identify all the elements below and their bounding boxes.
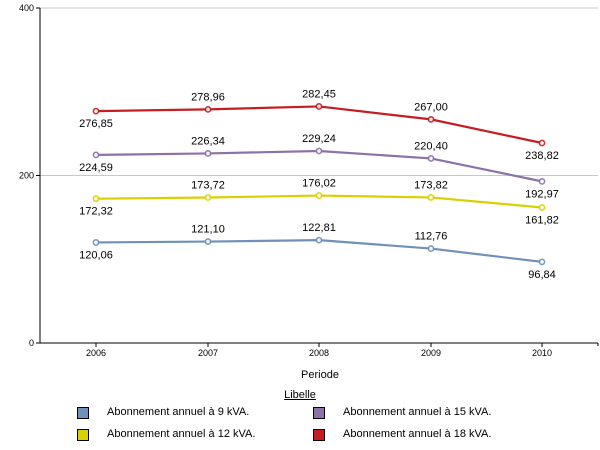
data-label-layer: 120,06 121,10 122,81 112,76 96,84 172,32 173,7…: [79, 88, 559, 280]
line-chart: 0 200 400 2006 2007 2008 2009 2010 120,06 121,10…: [19, 3, 599, 381]
data-label-s3-2010: 192,97: [525, 188, 559, 200]
legend-title: Libelle: [284, 389, 316, 401]
data-point-s2-2006: [92, 195, 100, 203]
data-label-s2-2006: 172,32: [79, 206, 113, 218]
data-point-s1-2006: [92, 239, 100, 246]
data-point-s4-2006: [92, 107, 100, 115]
data-label-s4-2006: 276,85: [79, 118, 113, 130]
data-label-s4-2008: 282,45: [302, 88, 336, 100]
y-tick-label-200: 200: [19, 171, 34, 181]
data-label-s2-2008: 176,02: [302, 178, 336, 190]
data-label-s3-2006: 224,59: [79, 162, 113, 174]
x-tick-label-2006: 2006: [86, 348, 106, 358]
data-point-s1-2010: [538, 258, 546, 266]
legend: Libelle Abonnement annuel à 9 kVA. Abonne…: [0, 385, 600, 450]
data-point-s2-2007: [204, 194, 212, 201]
data-label-s1-2010: 96,84: [528, 269, 556, 281]
data-point-s3-2007: [204, 150, 212, 157]
data-label-s1-2006: 120,06: [79, 249, 113, 261]
x-tick-label-2010: 2010: [532, 348, 552, 358]
data-label-s1-2008: 122,81: [302, 222, 336, 234]
legend-swatch-2: [77, 429, 89, 441]
data-label-s1-2007: 121,10: [191, 224, 225, 236]
data-label-s4-2007: 278,96: [191, 91, 225, 103]
data-point-s3-2010: [538, 177, 546, 185]
legend-swatch-4: [313, 429, 325, 441]
data-label-s3-2007: 226,34: [191, 135, 225, 147]
data-label-s2-2009: 173,82: [414, 179, 448, 191]
data-point-s1-2008: [315, 236, 323, 244]
axis-layer: 0 200 400 2006 2007 2008 2009 2010: [19, 3, 599, 358]
y-tick-label-400: 400: [19, 3, 34, 13]
series-layer: [92, 103, 546, 266]
legend-label-1: Abonnement annuel à 9 kVA.: [107, 406, 250, 418]
data-point-s4-2008: [315, 103, 323, 110]
legend-label-4: Abonnement annuel à 18 kVA.: [343, 428, 492, 440]
data-point-s3-2008: [315, 147, 323, 155]
data-label-s2-2010: 161,82: [525, 214, 559, 226]
data-label-s2-2007: 173,72: [191, 180, 225, 192]
y-tick-label-0: 0: [29, 338, 34, 348]
data-point-s2-2010: [538, 204, 546, 211]
data-point-s4-2007: [204, 105, 212, 113]
legend-swatch-1: [77, 407, 89, 419]
x-axis-title: Periode: [301, 369, 339, 381]
data-label-s4-2010: 238,82: [525, 150, 559, 162]
x-tick-label-2007: 2007: [198, 348, 218, 358]
data-point-s1-2007: [204, 238, 212, 245]
data-label-s4-2009: 267,00: [414, 101, 448, 113]
data-label-s3-2008: 229,24: [302, 133, 336, 145]
grid-layer: [40, 7, 598, 176]
legend-label-3: Abonnement annuel à 15 kVA.: [343, 406, 492, 418]
data-point-s3-2006: [92, 151, 100, 159]
data-point-s4-2009: [427, 115, 435, 123]
data-label-s1-2009: 112,76: [415, 231, 448, 243]
legend-swatch-3: [313, 407, 325, 419]
legend-label-2: Abonnement annuel à 12 kVA.: [107, 428, 256, 440]
data-label-s3-2009: 220,40: [414, 140, 448, 152]
data-point-s3-2009: [427, 155, 435, 162]
data-point-s2-2008: [315, 192, 323, 199]
x-tick-label-2008: 2008: [309, 348, 329, 358]
data-point-s1-2009: [427, 245, 435, 252]
data-point-s2-2009: [427, 194, 435, 201]
data-point-s4-2010: [538, 139, 546, 147]
x-tick-label-2009: 2009: [421, 348, 441, 358]
